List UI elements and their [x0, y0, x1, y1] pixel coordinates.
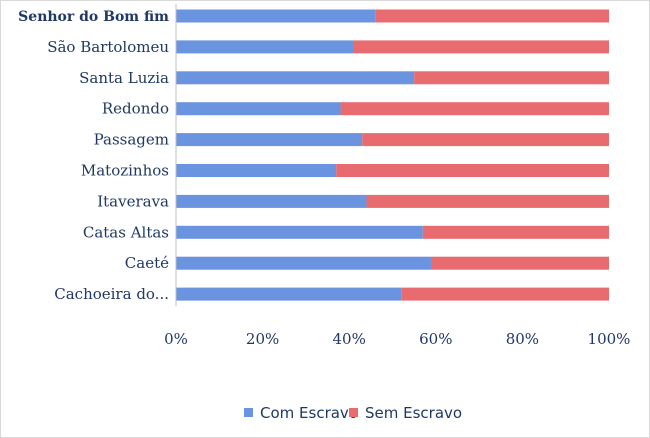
legend-swatch-com-escravo: [244, 408, 253, 417]
category-labels: Senhor do Bom fim São Bartolomeu Santa Luz…: [18, 9, 169, 303]
bar-sem-escravo-9: [401, 287, 609, 301]
bar-sem-escravo-0: [375, 9, 609, 23]
bar-sem-escravo-1: [353, 40, 609, 54]
bar-com-escravo-3: [176, 102, 341, 116]
bar-com-escravo-9: [176, 287, 402, 301]
legend-label-com-escravo: Com Escravo: [260, 404, 358, 422]
bar-com-escravo-1: [176, 40, 354, 54]
bar-sem-escravo-2: [414, 71, 609, 85]
bar-sem-escravo-5: [336, 164, 609, 177]
category-label: Cachoeira do...: [54, 285, 169, 303]
bar-com-escravo-0: [176, 9, 376, 23]
bar-com-escravo-7: [176, 225, 423, 239]
bar-sem-escravo-7: [422, 225, 609, 239]
bar-com-escravo-2: [176, 71, 415, 85]
category-label: Matozinhos: [81, 162, 169, 180]
bar-com-escravo-4: [176, 133, 363, 147]
legend-swatch-sem-escravo: [349, 408, 358, 417]
legend-label-sem-escravo: Sem Escravo: [365, 404, 462, 422]
category-label: Catas Altas: [83, 223, 169, 241]
bar-sem-escravo-6: [366, 194, 609, 208]
x-tick-label: 100%: [588, 330, 631, 348]
bar-com-escravo-6: [176, 194, 367, 208]
category-label: Redondo: [102, 100, 169, 118]
category-label: Itaverava: [97, 192, 169, 210]
category-label: Passagem: [94, 131, 169, 149]
category-label: Caeté: [125, 254, 169, 272]
x-tick-label: 20%: [246, 330, 279, 348]
category-label: Senhor do Bom fim: [18, 9, 169, 25]
x-tick-label: 0%: [164, 330, 188, 348]
bar-sem-escravo-4: [362, 133, 609, 147]
category-label: São Bartolomeu: [47, 38, 169, 56]
bar-sem-escravo-8: [431, 256, 609, 270]
x-tick-label: 80%: [506, 330, 539, 348]
bar-com-escravo-8: [176, 256, 432, 270]
x-tick-label: 60%: [419, 330, 452, 348]
legend: Com Escravo Sem Escravo: [244, 404, 462, 422]
x-tick-label: 40%: [333, 330, 366, 348]
bar-sem-escravo-3: [340, 102, 609, 116]
bar-com-escravo-5: [176, 164, 337, 177]
category-label: Santa Luzia: [79, 69, 169, 87]
bars-layer: [176, 9, 609, 301]
x-axis-ticks: 0% 20% 40% 60% 80% 100%: [164, 330, 630, 348]
